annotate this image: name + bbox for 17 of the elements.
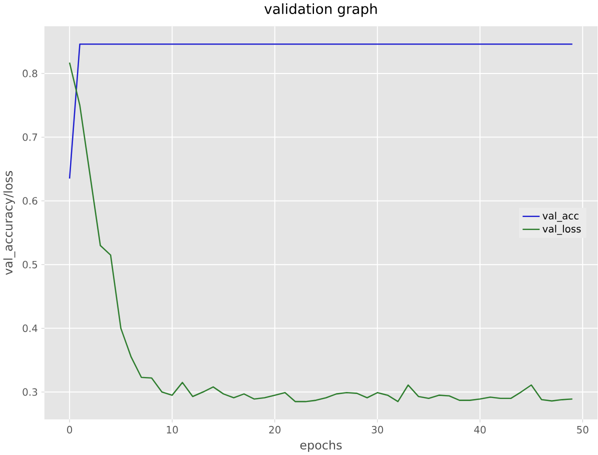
y-tick-label: 0.4	[22, 324, 38, 332]
x-tick-label: 0	[67, 426, 72, 434]
legend-label: val_loss	[542, 224, 581, 235]
x-tick-label: 30	[372, 426, 384, 434]
chart-title: validation graph	[264, 3, 377, 17]
x-tick-label: 20	[269, 426, 280, 434]
x-axis-title: epochs	[300, 440, 342, 452]
y-tick-label: 0.5	[22, 260, 38, 268]
y-tick-label: 0.7	[22, 133, 38, 141]
x-tick-label: 10	[166, 426, 178, 434]
x-tick-label: 40	[474, 426, 486, 434]
y-tick-label: 0.8	[22, 70, 38, 78]
y-axis-title: val_accuracy/loss	[3, 170, 16, 275]
y-tick-label: 0.3	[22, 388, 38, 396]
y-tick-label: 0.6	[22, 197, 38, 205]
x-tick-label: 50	[577, 426, 588, 434]
legend-label: val_acc	[542, 212, 578, 222]
